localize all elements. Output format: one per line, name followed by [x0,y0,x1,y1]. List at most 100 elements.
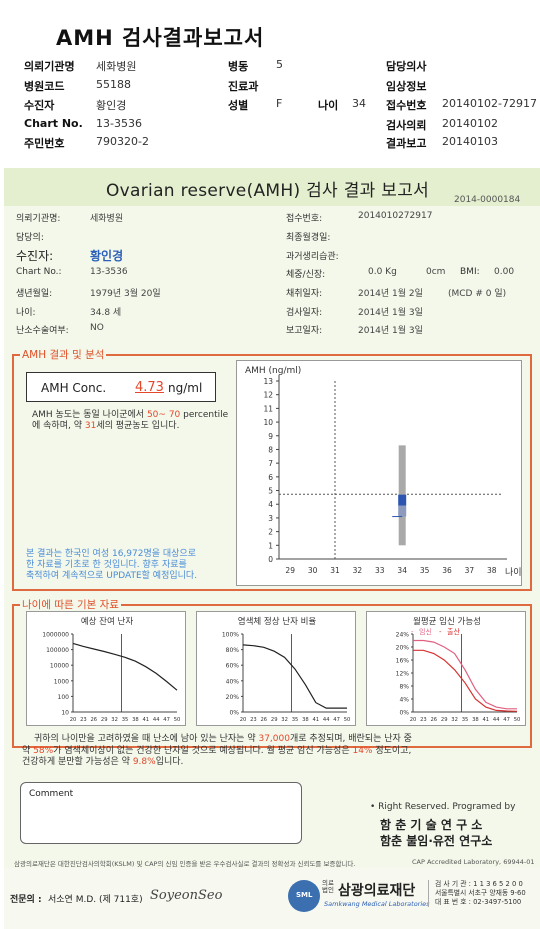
sheet-receipt-row: 접수번호: 2014010272917 [286,211,432,224]
normal-eggs-y-tick-label: 100% [222,632,239,639]
amh-conc-box: AMH Conc. 4.73 ng/ml [26,372,216,402]
summary-3b: 입니다. [155,757,184,767]
lab-name-2: 함춘 불임·유전 연구소 [380,834,493,848]
header-row-3: 수진자 황인경 성별 F 나이 34 접수번호 20140102-72917 [0,97,540,115]
amh-conc-unit: ng/ml [168,381,203,395]
contact-line-1: 검 사 기 관 : 1 1 3 6 5 2 0 0 [435,880,523,888]
sheet-receipt-value: 2014010272917 [358,211,433,221]
normal-eggs-x-tick-label: 44 [323,717,330,723]
age-label: 나이 [318,99,339,112]
remaining-eggs-series-line [72,642,178,691]
contact-line-2: 서울특별시 서초구 양재동 9-60 [435,889,526,897]
sheet-chart-value: 13-3536 [90,267,128,277]
sheet-doctor-row: 담당의: [16,230,44,243]
cap-note: CAP Accredited Laboratory, 69944-01 [412,858,535,866]
summary-1a: 귀하의 나이만을 고려하였을 때 난소에 남아 있는 난자는 약 [34,734,256,744]
org-name: 삼광의료재단 [338,883,416,899]
reported-label: 결과보고 [386,137,427,150]
remaining-eggs-x-tick-label: 41 [142,717,149,723]
org-english-name: Samkwang Medical Laboratories [324,900,430,908]
normal-eggs-x-tick-label: 38 [302,717,309,723]
signature: SoyeonSeo [150,888,223,903]
amh-y-tick-label: 0 [268,555,273,564]
sheet-bmi-label: BMI: [460,267,480,277]
amh-text-a: AMH 농도는 동일 나이군에서 [32,410,145,420]
rights-text: • Right Reserved. Programed by [370,802,516,812]
normal-eggs-title: 염색체 정상 난자 비율 [238,616,317,627]
amh-y-tick-label: 13 [263,377,273,386]
remaining-eggs-y-tick-label: 10 [61,710,69,717]
pregnancy-legend-a: 임신 [419,627,432,636]
summary-2c: 정도이고, [375,745,412,756]
amh-y-tick-label: 8 [268,445,273,454]
pregnancy-x-tick-label: 44 [493,717,500,723]
header-row-1: 의뢰기관명 세화병원 병동 5 담당의사 [0,58,540,76]
summary-2a: 약 [22,745,31,756]
basic-section [12,604,532,748]
normal-eggs-x-tick-label: 35 [292,717,299,723]
header-row-4: Chart No. 13-3536 검사의뢰 20140102 [0,117,540,135]
header-row-2: 병원코드 55188 진료과 임상정보 [0,78,540,96]
sheet-age-label: 나이: [16,308,36,318]
certification-note: 삼광의료재단은 대한진단검사의학회(KSLM) 및 CAP의 신임 인증을 받은… [14,860,356,868]
amh-y-tick-label: 3 [268,514,273,523]
normal-eggs-x-tick-label: 26 [260,717,267,723]
amh-x-tick-label: 29 [285,566,295,575]
summary-1b: 개로 추정되며, 배란되는 난자 중 [289,734,412,744]
summary-birth-pct: 9.8% [132,757,156,767]
amh-percentile-text: AMH 농도는 동일 나이군에서 50~ 70 percentile에 속하며,… [32,410,232,432]
summary-preg-pct: 14% [352,745,373,756]
specialist-label: 전문의 : [10,895,42,905]
pregnancy-series-line [413,649,518,712]
pregnancy-x-tick-label: 50 [514,717,521,723]
pregnancy-x-tick-label: 47 [503,717,510,723]
amh-x-tick-label: 37 [465,566,475,575]
normal-eggs-y-tick-label: 60% [226,663,240,670]
report-title: AMH 검사결과보고서 [56,26,265,50]
remaining-eggs-y-tick-label: 1000000 [42,632,69,639]
normal-eggs-x-tick-label: 29 [271,717,278,723]
sheet-inst-label: 의뢰기관명: [16,214,61,224]
amh-conc-label: AMH Conc. [41,381,107,395]
pregnancy-y-tick-label: 8% [399,684,409,691]
sheet-header [4,168,540,206]
report-header: AMH 검사결과보고서 의뢰기관명 세화병원 병동 5 담당의사 병원코드 55… [0,0,540,166]
remaining-eggs-y-tick-label: 100000 [46,647,69,654]
normal-eggs-x-tick-label: 47 [333,717,340,723]
amh-y-tick-label: 4 [268,500,273,509]
pregnancy-y-tick-label: 4% [399,697,409,704]
normal-eggs-x-tick-label: 23 [250,717,257,723]
sheet-height-value: 0cm [426,267,446,277]
amh-x-tick-label: 35 [420,566,430,575]
pregnancy-x-tick-label: 20 [410,717,417,723]
amh-text-d: 입니다. [151,421,180,431]
summary-line-3: 건강하게 분만할 가능성은 약 9.8%입니다. [22,757,534,769]
normal-eggs-x-tick-label: 20 [240,717,247,723]
normal-eggs-y-tick-label: 0% [229,710,239,717]
org-prefix: 의료법인 [322,879,334,894]
amh-data-note: 본 결과는 한국인 여성 16,972명을 대상으로 한 자료를 기초로 한 것… [26,549,236,582]
sheet-inst-value: 세화병원 [90,214,124,224]
remaining-eggs-x-tick-label: 32 [111,717,118,723]
sheet-bmi-value: 0.00 [494,267,515,277]
contact-line-3: 대 표 번 호 : 02-3497-5100 [435,898,522,906]
pregnancy-y-tick-label: 0% [399,710,409,717]
amh-text-b: percentile에 속하며, 약 [32,410,229,431]
pregnancy-y-tick-label: 20% [396,645,410,652]
normal-eggs-y-tick-label: 40% [226,678,240,685]
sheet-age-value: 34.8 세 [90,308,122,318]
panel-pregnancy: 월평균 임신 가능성 0% 4% 8% 12% 16% 20% 24% 20 23 26 29 32 35… [366,611,526,726]
sheet-chart-row: Chart No.: 13-3536 [16,267,128,277]
remaining-eggs-x-tick-label: 50 [174,717,181,723]
amh-y-tick-label: 9 [268,432,273,441]
sex-value: F [276,97,283,110]
amh-x-tick-label: 30 [308,566,318,575]
summary-3a: 건강하게 분만할 가능성은 약 [22,757,130,767]
pregnancy-chart: 월평균 임신 가능성 0% 4% 8% 12% 16% 20% 24% 20 23 26 29 32 35… [396,616,521,723]
normal-eggs-chart: 염색체 정상 난자 비율 0% 20% 40% 60% 80% 100% 20 23 26 29 32… [222,616,350,723]
pregnancy-y-tick-label: 24% [396,632,410,639]
reported-value: 20140103 [442,135,498,148]
receipt-label: 접수번호 [386,99,427,112]
sheet-patient-row: 수진자: 황인경 [16,247,123,264]
sheet-surgery-value: NO [90,323,104,333]
